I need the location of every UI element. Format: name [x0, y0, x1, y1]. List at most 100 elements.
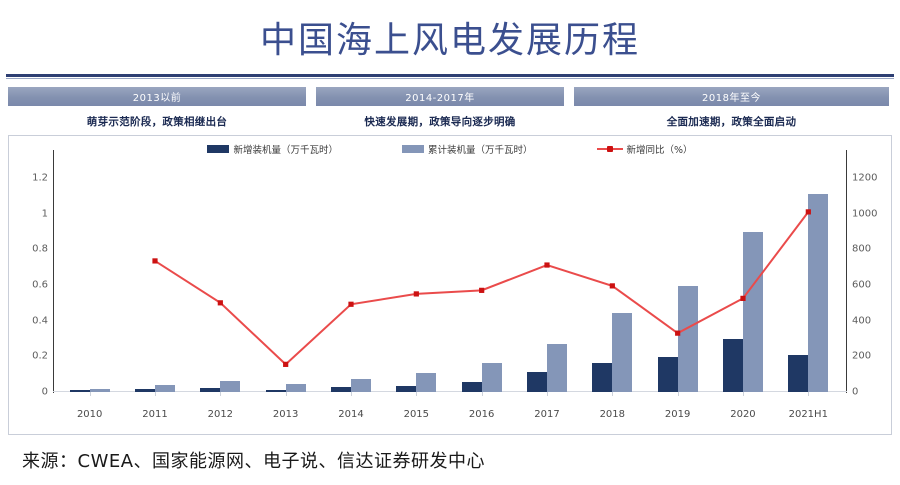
chart-container: 新增装机量（万千瓦时） 累计装机量（万千瓦时） 新增同比（%） 0 0.2 0.4 0…: [8, 135, 892, 435]
y-axis-left-line: [53, 150, 54, 393]
chart-legend: 新增装机量（万千瓦时） 累计装机量（万千瓦时） 新增同比（%）: [9, 142, 891, 156]
bar-cumulative-capacity: [808, 194, 829, 392]
x-axis-label: 2011: [142, 409, 168, 420]
x-tick-mark: [677, 392, 679, 396]
x-axis-label: 2016: [468, 409, 495, 420]
x-tick-mark: [416, 392, 418, 396]
x-tick-mark: [612, 392, 614, 396]
bar-new-capacity: [330, 387, 351, 392]
bar-cumulative-capacity: [612, 312, 633, 392]
x-tick-mark: [742, 392, 744, 396]
divider-thick: [6, 74, 894, 77]
y-tick-label: 200: [852, 350, 872, 362]
legend-swatch-new-capacity: [207, 145, 230, 153]
legend-item-yoy-growth: 新增同比（%）: [596, 142, 693, 156]
y-axis-right-line: [846, 150, 847, 393]
y-tick-label: 800: [852, 243, 872, 255]
divider-thin: [6, 78, 894, 79]
x-tick-mark: [808, 392, 810, 396]
bar-new-capacity: [461, 382, 482, 392]
header-divider: [0, 74, 900, 79]
phase-desc-3: 全面加速期，政策全面启动: [666, 116, 797, 128]
bar-new-capacity: [592, 362, 613, 392]
bar-group: [253, 178, 318, 396]
bar-group: [57, 178, 122, 396]
phase-period-1: 2013以前: [8, 87, 306, 106]
x-axis-label: 2014: [338, 409, 364, 420]
y-tick-label: 1: [41, 208, 48, 220]
y-tick-label: 1000: [852, 208, 878, 220]
x-tick-mark: [481, 392, 483, 396]
x-axis-label: 2019: [664, 409, 691, 420]
bar-cumulative-capacity: [350, 379, 371, 392]
bar-cumulative-capacity: [677, 285, 698, 392]
source-note: 来源：CWEA、国家能源网、电子说、信达证券研发中心: [22, 451, 486, 472]
y-tick-label: 0.2: [32, 350, 48, 362]
phase-banner-row: 2013以前 萌芽示范阶段，政策相继出台 2014-2017年 快速发展期，政策…: [0, 79, 900, 129]
bar-group: [318, 178, 383, 396]
bar-group: [710, 178, 775, 396]
bar-group: [645, 178, 710, 396]
bar-group: [122, 178, 187, 396]
phase-block-3: 2018年至今 全面加速期，政策全面启动: [574, 87, 889, 129]
x-axis-label: 2010: [76, 409, 103, 420]
bar-cumulative-capacity: [220, 381, 241, 392]
bar-new-capacity: [722, 338, 743, 392]
x-axis-label: 2012: [207, 409, 234, 420]
bar-cumulative-capacity: [546, 343, 567, 392]
x-axis-labels: 2010 2011 2012 2013 2014 2015 2016 2017 2018 2019…: [57, 409, 841, 420]
bar-new-capacity: [526, 371, 547, 392]
y-tick-label: 1.2: [32, 172, 48, 184]
bar-new-capacity: [69, 389, 90, 392]
title-bar: 中国海上风电发展历程: [0, 0, 900, 74]
bar-new-capacity: [657, 357, 678, 392]
y-tick-label: 0.8: [32, 243, 48, 255]
legend-label-cumulative-capacity: 累计装机量（万千瓦时）: [427, 145, 533, 156]
phase-block-2: 2014-2017年 快速发展期，政策导向逐步明确: [316, 87, 564, 129]
x-tick-mark: [89, 392, 91, 396]
bar-cumulative-capacity: [481, 362, 502, 392]
legend-swatch-yoy-growth: [596, 145, 623, 153]
y-tick-label: 0: [852, 386, 859, 398]
y-tick-label: 600: [852, 279, 872, 291]
x-axis-baseline: [53, 391, 847, 392]
x-tick-mark: [546, 392, 548, 396]
x-tick-mark: [285, 392, 287, 396]
phase-period-2: 2014-2017年: [316, 87, 564, 106]
legend-swatch-cumulative-capacity: [401, 145, 424, 153]
bar-new-capacity: [396, 385, 417, 392]
bar-group: [776, 178, 841, 396]
phase-desc-2: 快速发展期，政策导向逐步明确: [364, 116, 516, 128]
bar-series-group: [57, 178, 841, 396]
legend-label-yoy-growth: 新增同比（%）: [626, 145, 693, 156]
bar-group: [188, 178, 253, 396]
page-title: 中国海上风电发展历程: [259, 20, 640, 61]
bar-cumulative-capacity: [285, 384, 306, 392]
phase-period-3: 2018年至今: [574, 87, 889, 106]
x-tick-mark: [350, 392, 352, 396]
y-tick-label: 0.6: [32, 279, 48, 291]
phase-desc-1: 萌芽示范阶段，政策相继出台: [86, 116, 228, 128]
bar-new-capacity: [265, 389, 286, 392]
y-tick-label: 1200: [852, 172, 878, 184]
x-axis-label: 2018: [599, 409, 626, 420]
bar-cumulative-capacity: [416, 373, 437, 392]
legend-item-cumulative-capacity: 累计装机量（万千瓦时）: [401, 142, 533, 156]
x-tick-mark: [220, 392, 222, 396]
bar-group: [384, 178, 449, 396]
x-tick-mark: [154, 392, 156, 396]
x-axis-label: 2013: [272, 409, 299, 420]
bar-new-capacity: [788, 354, 809, 392]
bar-group: [514, 178, 579, 396]
x-axis-label: 2021H1: [788, 409, 828, 420]
y-tick-label: 400: [852, 315, 872, 327]
bar-group: [449, 178, 514, 396]
bar-cumulative-capacity: [742, 231, 763, 392]
y-tick-label: 0.4: [32, 315, 48, 327]
x-axis-label: 2020: [730, 409, 756, 420]
legend-item-new-capacity: 新增装机量（万千瓦时）: [207, 142, 338, 156]
bar-new-capacity: [134, 388, 155, 392]
bar-cumulative-capacity: [154, 385, 175, 392]
x-axis-label: 2017: [534, 409, 560, 420]
bar-cumulative-capacity: [89, 389, 110, 392]
